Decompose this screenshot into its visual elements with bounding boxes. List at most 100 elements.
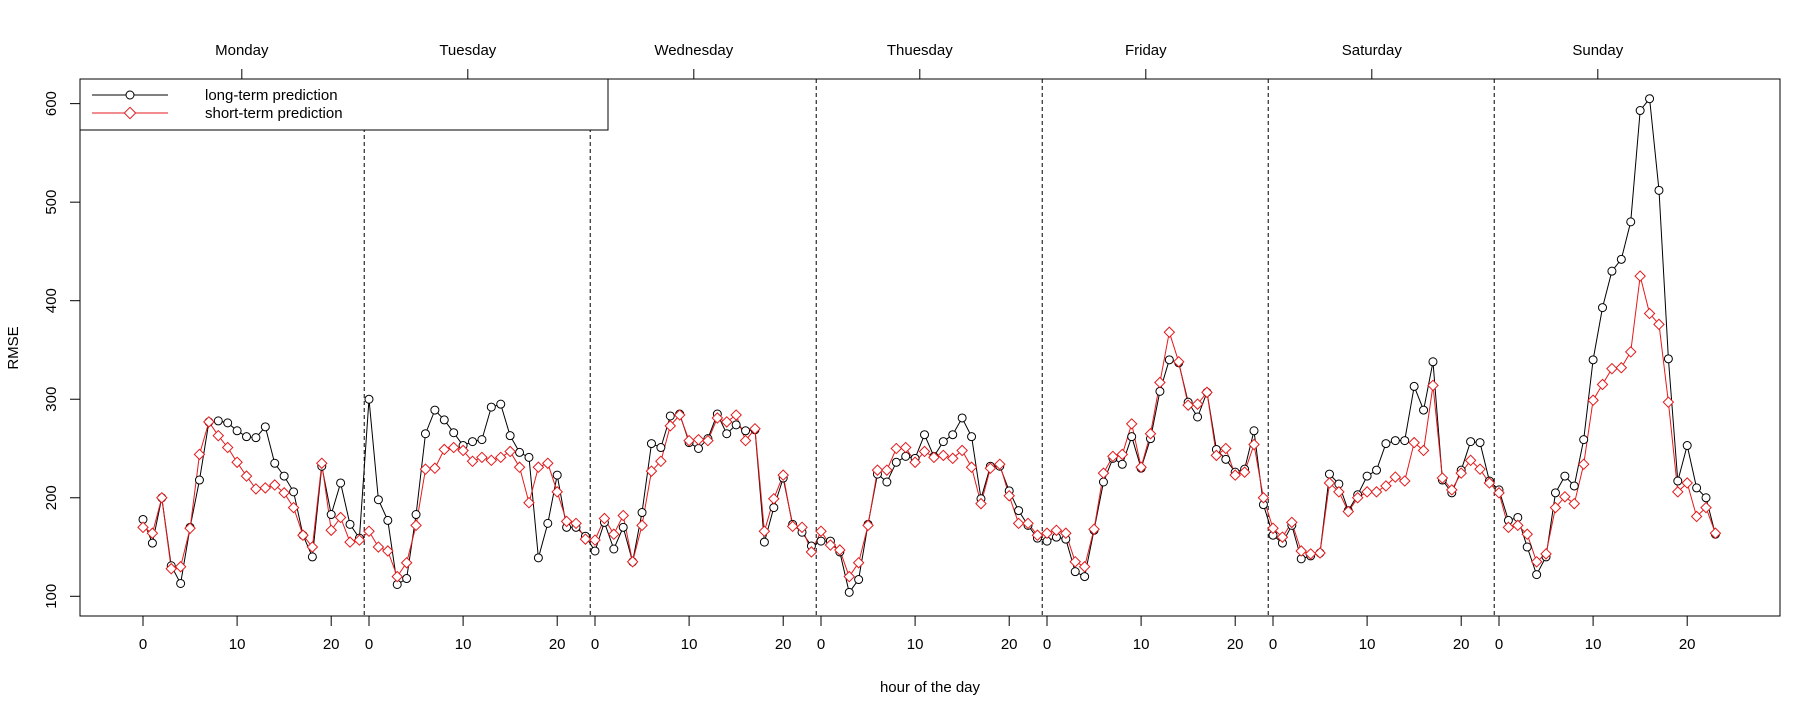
short-term-point (1512, 519, 1524, 532)
long-term-point (552, 470, 562, 480)
long-term-point (759, 537, 769, 547)
short-term-point (692, 433, 705, 446)
long-term-point (694, 443, 704, 453)
short-term-point (589, 534, 601, 546)
short-term-point (1276, 531, 1289, 543)
short-term-point (1172, 355, 1185, 368)
x-tick-label: 10 (907, 636, 924, 653)
long-term-point (411, 510, 421, 520)
short-term-point (1700, 501, 1712, 514)
y-tick-label: 500 (43, 190, 60, 215)
short-term-point (1163, 326, 1176, 339)
long-term-point (307, 552, 317, 562)
short-term-point (1474, 463, 1486, 475)
short-term-point (287, 501, 300, 514)
long-term-point (646, 439, 656, 449)
series-line-0 (142, 97, 1716, 594)
short-term-point (730, 409, 742, 421)
long-term-point (656, 443, 666, 453)
long-term-point (920, 430, 930, 440)
short-term-point (1351, 491, 1364, 504)
x-tick-label: 10 (1133, 636, 1150, 653)
short-term-point (466, 455, 479, 468)
short-term-point (1041, 527, 1053, 540)
short-term-point (834, 544, 846, 556)
long-term-point (1155, 386, 1165, 396)
day-label-tuesday: Tuesday (439, 42, 496, 59)
short-term-point (1003, 489, 1015, 502)
x-tick-label: 20 (1453, 636, 1470, 653)
short-term-point (410, 519, 422, 532)
long-term-point (1654, 185, 1664, 195)
short-term-point (174, 560, 187, 573)
short-term-point (711, 412, 724, 424)
long-term-point (1560, 471, 1570, 481)
day-label-friday: Friday (1125, 42, 1167, 59)
long-term-point (270, 458, 280, 468)
short-term-point (1361, 486, 1373, 498)
x-tick-label: 0 (1269, 636, 1277, 653)
long-term-point (1390, 436, 1400, 446)
short-term-point (203, 416, 215, 428)
short-term-point (683, 434, 695, 447)
long-term-point (731, 420, 741, 430)
short-term-point (400, 556, 413, 569)
short-term-point (579, 533, 592, 545)
short-term-point (457, 444, 469, 457)
short-term-point (1342, 505, 1355, 518)
short-term-point (1709, 527, 1722, 540)
short-term-point (1060, 527, 1072, 540)
short-term-point (1455, 467, 1467, 479)
short-term-point (1248, 438, 1260, 451)
y-tick-label: 100 (43, 584, 60, 609)
short-term-point (655, 455, 667, 468)
short-term-point (1559, 490, 1571, 503)
y-tick-label: 300 (43, 387, 60, 412)
short-term-point (758, 525, 771, 538)
long-term-point (439, 415, 449, 425)
short-term-point (1606, 362, 1618, 375)
long-term-point (477, 435, 487, 445)
long-term-point (194, 475, 204, 485)
short-term-point (767, 492, 780, 505)
short-term-point (193, 448, 206, 461)
short-term-point (419, 463, 432, 475)
short-term-point (156, 491, 168, 504)
long-term-point (769, 503, 779, 513)
long-term-point (1663, 354, 1673, 364)
long-term-point (373, 495, 383, 505)
short-term-point (984, 462, 997, 475)
short-term-point (1304, 548, 1317, 560)
long-term-point (901, 451, 911, 461)
legend-label-long-term: long-term prediction (205, 87, 338, 104)
series-lines (142, 97, 1716, 594)
short-term-point (645, 465, 658, 477)
long-term-point (1014, 506, 1024, 516)
x-tick-label: 0 (365, 636, 373, 653)
x-tick-label: 0 (591, 636, 599, 653)
long-term-point (1372, 465, 1382, 475)
short-term-point (391, 570, 404, 583)
long-term-point (326, 510, 336, 520)
long-term-point (618, 522, 628, 532)
long-term-point (486, 402, 496, 412)
short-term-point (1540, 548, 1552, 560)
short-term-point (1577, 458, 1590, 471)
short-term-point (570, 517, 582, 530)
short-term-point (1286, 516, 1298, 529)
short-term-point (786, 520, 799, 533)
short-term-point (1445, 484, 1458, 496)
long-term-point (816, 536, 826, 546)
long-term-point (1626, 217, 1636, 227)
short-term-point (1022, 517, 1034, 530)
short-term-point (777, 469, 789, 481)
x-tick-label: 10 (1585, 636, 1602, 653)
long-term-point (844, 587, 854, 597)
short-term-point (447, 441, 460, 454)
long-term-point (1362, 471, 1372, 481)
short-term-point (1069, 556, 1082, 568)
short-term-point (438, 443, 451, 456)
short-term-point (250, 483, 262, 495)
long-term-point (1117, 459, 1127, 469)
short-term-point (608, 528, 620, 541)
